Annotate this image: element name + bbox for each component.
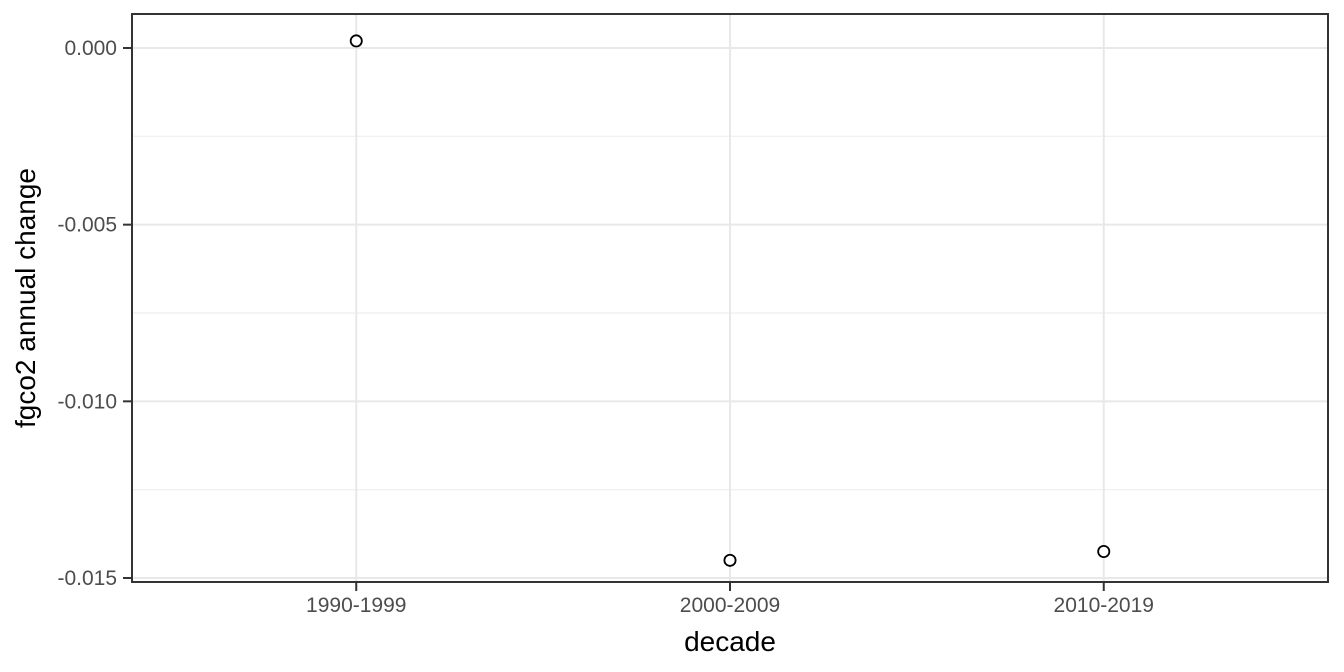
data-point	[349, 34, 363, 48]
y-axis-title: fgco2 annual change	[10, 168, 41, 428]
y-tick-label: -0.015	[57, 567, 117, 590]
y-tick-label: -0.010	[57, 390, 117, 413]
data-point	[723, 553, 737, 567]
y-tick-label: 0.000	[64, 37, 117, 60]
data-point	[1097, 545, 1111, 559]
x-axis-title: decade	[684, 626, 776, 657]
x-tick-label: 1990-1999	[306, 594, 406, 617]
y-tick-label: -0.005	[57, 214, 117, 237]
x-tick-label: 2010-2019	[1054, 594, 1154, 617]
x-tick-label: 2000-2009	[680, 594, 780, 617]
